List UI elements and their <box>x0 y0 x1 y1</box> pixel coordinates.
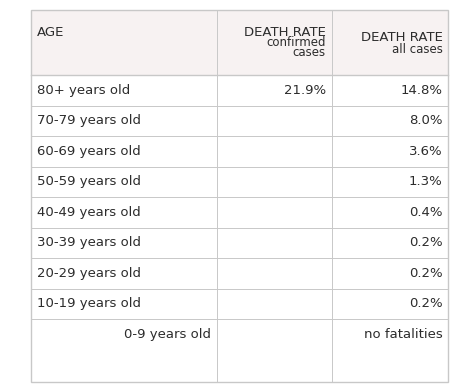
Bar <box>31 10 448 75</box>
Bar <box>31 319 448 350</box>
Text: 80+ years old: 80+ years old <box>37 84 130 97</box>
Text: 70-79 years old: 70-79 years old <box>37 114 141 127</box>
Bar <box>31 10 448 382</box>
Text: 14.8%: 14.8% <box>400 84 443 97</box>
Text: 21.9%: 21.9% <box>284 84 326 97</box>
Text: DEATH RATE: DEATH RATE <box>244 26 326 39</box>
Text: 0.2%: 0.2% <box>409 298 443 310</box>
Bar <box>31 105 448 136</box>
Text: confirmed: confirmed <box>266 36 326 49</box>
Text: 50-59 years old: 50-59 years old <box>37 175 141 188</box>
Text: 3.6%: 3.6% <box>409 145 443 158</box>
Text: DEATH RATE: DEATH RATE <box>361 31 443 44</box>
Text: 0-9 years old: 0-9 years old <box>125 328 211 341</box>
Bar <box>31 75 448 105</box>
Text: 0.2%: 0.2% <box>409 267 443 280</box>
Bar <box>31 289 448 319</box>
Bar <box>31 228 448 258</box>
Text: 1.3%: 1.3% <box>409 175 443 188</box>
Text: AGE: AGE <box>37 26 64 39</box>
Text: no fatalities: no fatalities <box>364 328 443 341</box>
Text: 0.2%: 0.2% <box>409 236 443 249</box>
Text: 30-39 years old: 30-39 years old <box>37 236 141 249</box>
Text: 10-19 years old: 10-19 years old <box>37 298 141 310</box>
Bar <box>31 136 448 167</box>
Text: 40-49 years old: 40-49 years old <box>37 206 141 219</box>
Bar <box>31 258 448 289</box>
Bar <box>31 197 448 228</box>
Bar <box>31 167 448 197</box>
Text: 8.0%: 8.0% <box>409 114 443 127</box>
Text: 0.4%: 0.4% <box>409 206 443 219</box>
Text: 60-69 years old: 60-69 years old <box>37 145 141 158</box>
Text: 20-29 years old: 20-29 years old <box>37 267 141 280</box>
Text: cases: cases <box>293 46 326 59</box>
Text: all cases: all cases <box>392 43 443 56</box>
